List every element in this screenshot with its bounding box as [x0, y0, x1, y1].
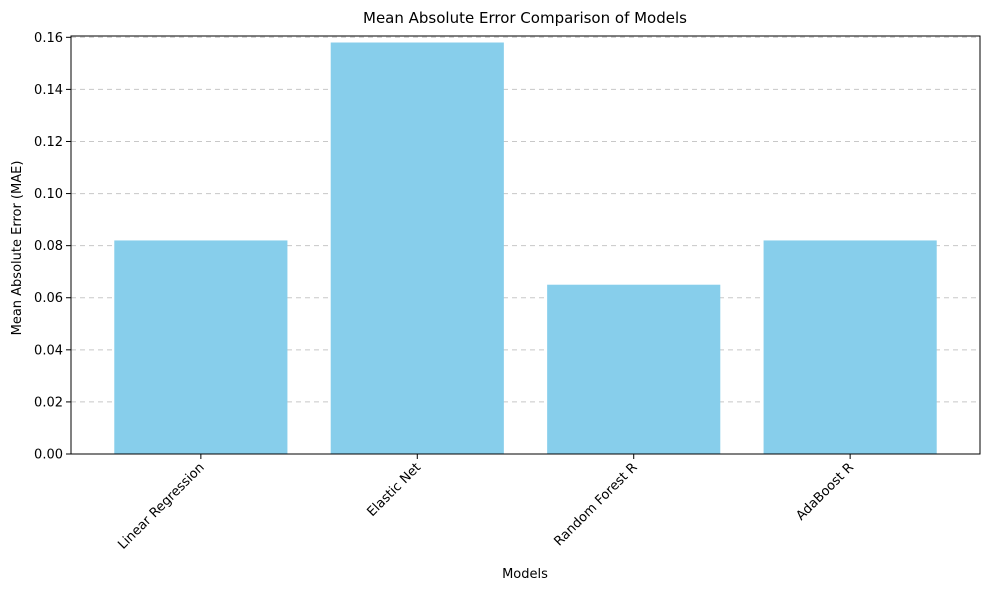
x-tick-label: Linear Regression	[115, 460, 207, 552]
bar	[330, 42, 504, 455]
plot-frame	[70, 35, 981, 455]
y-tick-label: 0.10	[34, 187, 63, 202]
x-axis-ticks: Linear Regression Elastic Net Random Fores…	[115, 454, 857, 553]
y-axis-ticks: 0.00 0.02 0.04 0.06 0.08 0.10 0.12 0.14 0.16	[34, 31, 71, 463]
chart-title: Mean Absolute Error Comparison of Models	[363, 9, 687, 27]
y-tick-label: 0.08	[34, 239, 63, 254]
bar	[114, 240, 288, 454]
bar	[763, 240, 937, 454]
x-tick-label: AdaBoost R	[794, 460, 857, 523]
bars	[114, 42, 937, 455]
axes	[70, 35, 981, 455]
x-tick-label: Random Forest R	[551, 460, 640, 549]
y-axis-title: Mean Absolute Error (MAE)	[10, 161, 25, 336]
y-tick-label: 0.00	[34, 448, 63, 463]
y-tick-label: 0.02	[34, 395, 63, 410]
x-tick-label: Elastic Net	[364, 460, 424, 520]
y-tick-label: 0.12	[34, 135, 63, 150]
x-axis-title: Models	[502, 567, 548, 582]
bar	[547, 284, 721, 454]
y-tick-label: 0.04	[34, 343, 63, 358]
y-tick-label: 0.14	[34, 83, 63, 98]
y-tick-label: 0.06	[34, 291, 63, 306]
y-tick-label: 0.16	[34, 31, 63, 46]
